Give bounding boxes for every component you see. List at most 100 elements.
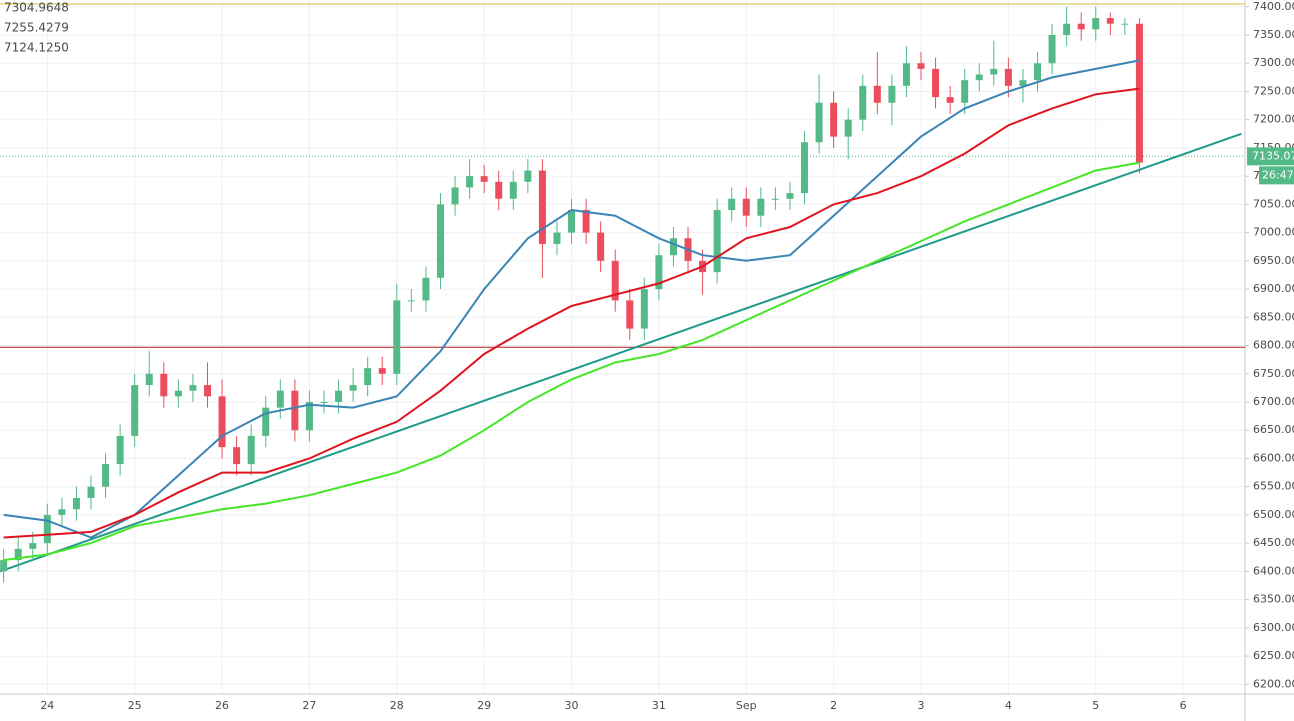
candle-body <box>349 385 357 391</box>
x-tick-label: 4 <box>1005 699 1012 712</box>
candle-body <box>1092 18 1100 30</box>
countdown-label: 26:47 <box>1262 168 1294 181</box>
x-tick-label: 5 <box>1092 699 1099 712</box>
candle-body <box>582 210 590 233</box>
legend-value: 7124.1250 <box>4 41 69 55</box>
candle-body <box>786 193 794 199</box>
candle-body <box>422 277 430 301</box>
candle-body <box>247 435 255 465</box>
candle-body <box>276 390 284 408</box>
candle-body <box>771 198 779 200</box>
x-tick-label: 6 <box>1180 699 1187 712</box>
candle-body <box>626 300 634 329</box>
y-tick-label: 7300.00 <box>1253 56 1294 69</box>
candle-body <box>669 238 677 256</box>
x-tick-label: 3 <box>918 699 925 712</box>
candle-body <box>451 187 459 205</box>
candle-body <box>728 198 736 211</box>
y-tick-label: 6600.00 <box>1253 451 1294 464</box>
candle-body <box>87 486 95 498</box>
y-tick-label: 7200.00 <box>1253 113 1294 126</box>
candle-body <box>393 300 401 374</box>
y-tick-label: 7000.00 <box>1253 226 1294 239</box>
candle-body <box>1121 23 1129 25</box>
candle-body <box>378 368 386 374</box>
y-tick-label: 6850.00 <box>1253 310 1294 323</box>
candle-body <box>495 181 503 199</box>
candle-body <box>43 514 51 544</box>
y-tick-label: 6350.00 <box>1253 593 1294 606</box>
candle-body <box>291 390 299 431</box>
price-box <box>1247 147 1294 166</box>
candle-body <box>553 232 561 244</box>
candle-body <box>189 385 197 391</box>
candle-body <box>975 74 983 81</box>
candle-body <box>888 85 896 103</box>
y-tick-label: 6200.00 <box>1253 677 1294 690</box>
candle-body <box>902 63 910 86</box>
candle-body <box>830 102 838 137</box>
candle-body <box>262 407 270 436</box>
y-tick-label: 6550.00 <box>1253 480 1294 493</box>
x-tick-label: 24 <box>40 699 54 712</box>
candle-body <box>0 560 8 572</box>
moving-average <box>3 59 1140 539</box>
candle-body <box>655 255 663 290</box>
y-tick-label: 6300.00 <box>1253 621 1294 634</box>
candle-body <box>873 85 881 103</box>
y-tick-label: 6250.00 <box>1253 649 1294 662</box>
candle-body <box>480 176 488 182</box>
candle-body <box>218 396 226 448</box>
x-tick-label: 27 <box>302 699 316 712</box>
y-tick-label: 6700.00 <box>1253 395 1294 408</box>
candle-body <box>364 368 372 386</box>
x-tick-label: Sep <box>736 699 757 712</box>
candle-body <box>524 170 532 182</box>
candle-body <box>1004 68 1012 86</box>
x-tick-label: 2 <box>830 699 837 712</box>
y-tick-label: 6900.00 <box>1253 282 1294 295</box>
axis-panel <box>1245 0 1294 721</box>
candle-body <box>29 543 37 549</box>
x-tick-label: 30 <box>565 699 579 712</box>
candle-body <box>757 198 765 216</box>
x-tick-label: 26 <box>215 699 229 712</box>
candle-body <box>1034 63 1041 81</box>
y-tick-label: 6950.00 <box>1253 254 1294 267</box>
candle-body <box>713 210 721 273</box>
candle-body <box>58 509 66 515</box>
y-tick-label: 6450.00 <box>1253 536 1294 549</box>
x-tick-label: 25 <box>128 699 142 712</box>
countdown-box <box>1259 166 1294 185</box>
trend-line <box>0 132 1242 573</box>
legend-value: 7304.9648 <box>4 1 69 15</box>
candle-body <box>335 390 343 402</box>
moving-average <box>3 87 1140 539</box>
y-tick-label: 7350.00 <box>1253 28 1294 41</box>
legend-value: 7255.4279 <box>4 21 69 35</box>
candle-body <box>1077 23 1085 30</box>
candle-body <box>1135 23 1143 163</box>
candle-body <box>1048 35 1056 64</box>
candle-body <box>160 373 168 397</box>
candle-body <box>233 447 241 465</box>
y-tick-label: 6800.00 <box>1253 339 1294 352</box>
candle-body <box>116 435 124 465</box>
candle-body <box>597 232 605 261</box>
candle-body <box>932 68 940 98</box>
candle-body <box>466 176 474 188</box>
candle-body <box>1106 18 1114 24</box>
price-label: 7135.07 <box>1252 149 1294 162</box>
candle-body <box>174 390 182 397</box>
x-tick-label: 31 <box>652 699 666 712</box>
candle-body <box>407 300 415 302</box>
x-tick-label: 29 <box>477 699 491 712</box>
y-tick-label: 6500.00 <box>1253 508 1294 521</box>
y-tick-label: 7050.00 <box>1253 197 1294 210</box>
candle-body <box>509 181 517 199</box>
candle-body <box>72 497 80 510</box>
candle-body <box>844 119 852 137</box>
candle-body <box>859 85 867 120</box>
